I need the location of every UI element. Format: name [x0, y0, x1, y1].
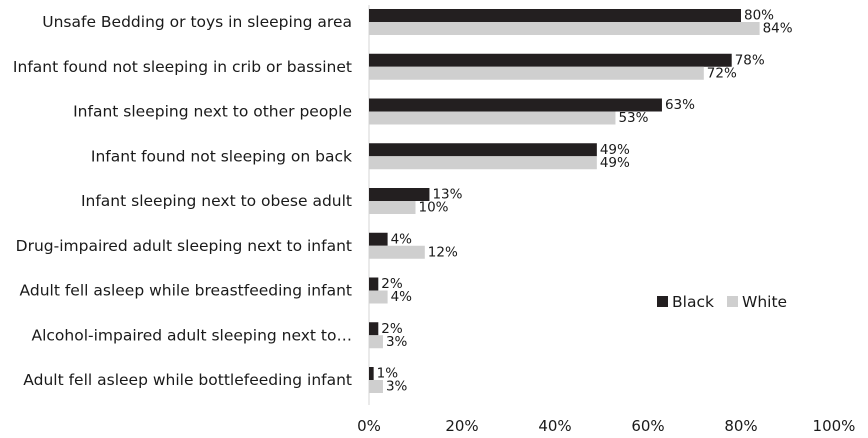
bar-white [369, 111, 616, 125]
legend: Black White [657, 293, 787, 311]
bar-black [369, 188, 430, 201]
category-label: Drug-impaired adult sleeping next to inf… [16, 237, 352, 255]
data-label-white: 72% [707, 65, 737, 81]
data-label-white: 4% [391, 289, 413, 305]
data-label-white: 10% [419, 200, 449, 216]
category-label: Infant found not sleeping on back [91, 147, 352, 165]
category-label: Adult fell asleep while breastfeeding in… [20, 282, 352, 300]
data-label-black: 78% [735, 52, 765, 68]
bar-black [369, 98, 662, 112]
legend-swatch-black [657, 296, 668, 307]
bar-black [369, 9, 741, 22]
data-label-black: 80% [744, 8, 774, 24]
bar-white [369, 335, 383, 349]
bar-white [369, 66, 704, 80]
data-label-white: 84% [763, 21, 793, 37]
data-label-black: 1% [377, 366, 399, 382]
data-label-white: 12% [428, 244, 458, 260]
bar-black [369, 277, 379, 291]
x-tick-label: 40% [538, 417, 571, 435]
category-label: Infant sleeping next to obese adult [81, 192, 352, 210]
data-label-white: 49% [600, 155, 630, 171]
legend-label-white: White [742, 293, 787, 311]
x-tick-label: 20% [445, 417, 478, 435]
data-label-black: 13% [432, 187, 462, 203]
bar-black [369, 367, 374, 380]
x-tick-label: 100% [813, 417, 856, 435]
bar-black [369, 232, 388, 246]
x-axis-ticks: 0% 20% 40% 60% 80% 100% [357, 417, 855, 435]
data-labels: 80%84%78%72%63%53%49%49%13%10%4%12%2%4%2… [377, 8, 793, 395]
data-label-black: 2% [381, 321, 403, 337]
x-tick-label: 80% [724, 417, 757, 435]
category-labels: Unsafe Bedding or toys in sleeping area I… [13, 13, 352, 389]
data-label-white: 53% [618, 110, 648, 126]
category-label: Infant sleeping next to other people [73, 103, 352, 121]
x-tick-label: 0% [357, 417, 381, 435]
legend-label-black: Black [672, 293, 714, 311]
bar-white [369, 245, 425, 259]
data-label-black: 63% [665, 97, 695, 113]
data-label-white: 3% [386, 379, 408, 395]
category-label: Adult fell asleep while bottlefeeding in… [23, 371, 352, 389]
category-label: Infant found not sleeping in crib or bas… [13, 58, 352, 76]
bar-white [369, 22, 760, 35]
data-label-black: 49% [600, 142, 630, 158]
category-label: Unsafe Bedding or toys in sleeping area [42, 13, 352, 31]
bars [369, 9, 760, 393]
bar-black [369, 322, 379, 336]
bar-white [369, 156, 597, 170]
x-tick-label: 60% [631, 417, 664, 435]
bar-black [369, 143, 597, 157]
data-label-black: 2% [381, 276, 403, 292]
bar-white [369, 201, 416, 214]
bar-white [369, 290, 388, 304]
data-label-white: 3% [386, 334, 408, 350]
data-label-black: 4% [391, 231, 413, 247]
category-label: Alcohol-impaired adult sleeping next to… [32, 326, 353, 344]
legend-swatch-white [727, 296, 738, 307]
bar-black [369, 53, 732, 67]
bar-white [369, 380, 383, 393]
